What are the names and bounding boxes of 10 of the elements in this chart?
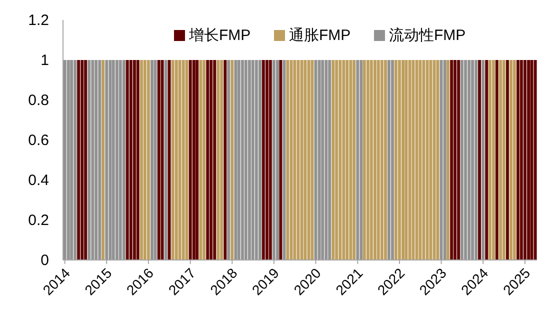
y-tick-label: 0.6 — [28, 132, 49, 149]
y-tick-label: 0.2 — [28, 212, 49, 229]
y-tick-label: 0 — [40, 252, 49, 269]
y-tick-label: 1.2 — [28, 12, 49, 29]
legend-label: 流动性FMP — [389, 27, 466, 44]
y-tick-label: 0.4 — [28, 172, 49, 189]
legend-label: 通胀FMP — [289, 27, 351, 44]
y-tick-label: 1 — [40, 52, 49, 69]
legend-label: 增长FMP — [188, 27, 251, 44]
y-tick-label: 0.8 — [28, 92, 49, 109]
